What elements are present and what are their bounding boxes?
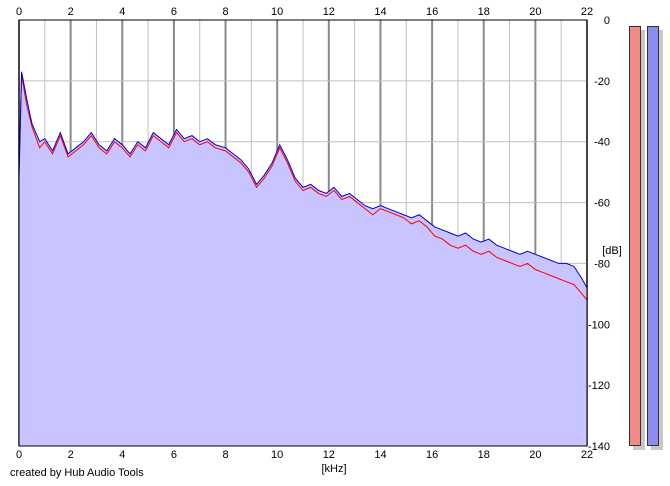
y-tick-label: -80 [594,258,610,270]
x-tick-label-bottom: 22 [581,449,593,461]
y-tick-label: -140 [588,441,610,453]
x-tick-label-bottom: 18 [478,449,490,461]
level-meter-right [647,26,659,446]
x-tick-label-top: 12 [323,6,335,18]
x-tick-label-top: 14 [374,6,386,18]
plot-border [18,19,588,447]
x-tick-label-bottom: 2 [68,449,74,461]
x-tick-label-top: 18 [478,6,490,18]
x-tick-label-bottom: 20 [529,449,541,461]
x-tick-label-top: 4 [119,6,125,18]
x-tick-label-top: 22 [581,6,593,18]
level-meter-left [629,26,641,446]
x-tick-label-top: 2 [68,6,74,18]
y-tick-label: -20 [594,76,610,88]
x-axis-bottom: 0 2 4 6 8 10 12 14 16 18 20 22 [16,449,593,461]
x-axis-label: [kHz] [321,463,346,475]
x-tick-label-bottom: 14 [374,449,386,461]
x-tick-label-bottom: 6 [171,449,177,461]
x-tick-label-bottom: 0 [16,449,22,461]
y-tick-label: -40 [594,137,610,149]
x-tick-label-top: 0 [16,6,22,18]
x-tick-label-top: 10 [271,6,283,18]
x-tick-label-top: 6 [171,6,177,18]
x-tick-label-bottom: 4 [119,449,125,461]
x-tick-label-top: 20 [529,6,541,18]
series-lines [18,71,588,301]
series-line-1 [18,74,588,301]
x-tick-label-bottom: 16 [426,449,438,461]
x-tick-label-bottom: 8 [222,449,228,461]
credit-text: created by Hub Audio Tools [10,467,144,479]
x-tick-label-top: 8 [222,6,228,18]
spectrum-fill-area [19,71,587,446]
series-line-2 [18,71,588,289]
x-axis-top: 0 2 4 6 8 10 12 14 16 18 20 22 [16,6,593,18]
y-tick-label: 0 [604,15,610,27]
x-tick-label-top: 16 [426,6,438,18]
y-tick-label: -60 [594,198,610,210]
y-axis-right: 0 -20 -40 -60 -80 -100 -120 -140 [588,15,610,453]
y-tick-label: -120 [588,380,610,392]
x-tick-label-bottom: 12 [323,449,335,461]
x-tick-label-bottom: 10 [271,449,283,461]
y-tick-label: -100 [588,319,610,331]
y-axis-label: [dB] [602,245,622,257]
